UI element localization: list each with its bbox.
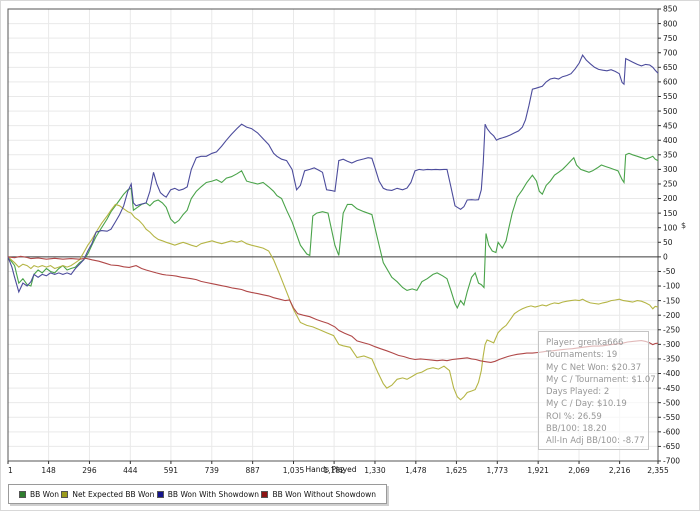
y-tick-label: 200	[663, 194, 678, 203]
info-line: BB/100: 18.20	[546, 424, 607, 435]
legend-label: BB Won Without Showdown	[272, 489, 376, 499]
y-tick-label: 650	[663, 63, 678, 72]
info-line: ROI %: 26.59	[546, 411, 602, 422]
y-tick-label: 150	[663, 209, 678, 218]
x-tick-label: 1	[8, 466, 13, 475]
y-tick-label: -50	[663, 267, 675, 276]
info-line: Tournaments: 19	[546, 350, 618, 361]
y-tick-label: -450	[663, 384, 680, 393]
x-tick-label: 444	[123, 466, 138, 475]
x-tick-label: 739	[205, 466, 220, 475]
x-tick-label: 2,216	[609, 466, 631, 475]
y-tick-label: -600	[663, 428, 680, 437]
y-tick-label: 700	[663, 48, 678, 57]
y-tick-label: 100	[663, 223, 678, 232]
y-tick-label: -250	[663, 325, 680, 334]
x-tick-label: 1,625	[446, 466, 468, 475]
y-tick-label: 250	[663, 180, 678, 189]
x-tick-label: 1,330	[364, 466, 386, 475]
y-tick-label: -400	[663, 369, 680, 378]
y-tick-label: 750	[663, 34, 678, 43]
y-tick-label: -700	[663, 457, 680, 466]
y-tick-label: -550	[663, 413, 680, 422]
legend-item-net-expected-bb-won: Net Expected BB Won	[61, 490, 154, 499]
x-axis-title: Hands Played	[305, 465, 357, 474]
x-tick-label: 296	[82, 466, 97, 475]
y-tick-label: 300	[663, 165, 678, 174]
info-line: All-In Adj BB/100: -8.77	[546, 436, 645, 447]
info-line: My C / Tournament: $1.07	[546, 374, 656, 385]
legend-item-bb-won: BB Won	[19, 490, 59, 499]
legend-item-bb-won-without-showdown: BB Won Without Showdown	[261, 490, 376, 499]
y-tick-label: 400	[663, 136, 678, 145]
x-tick-label: 1,773	[487, 466, 509, 475]
info-line: Player: grenka666	[546, 338, 624, 348]
legend-item-bb-won-with-showdown: BB Won With Showdown	[156, 489, 260, 499]
series-swatch-icon	[19, 490, 26, 498]
legend-box: BB Won Net Expected BB Won BB Won With Sho…	[8, 484, 387, 504]
y-tick-label: 800	[663, 19, 678, 28]
series-swatch-icon	[156, 490, 164, 498]
y-tick-label: -200	[663, 311, 680, 320]
y-axis-unit-label: $	[681, 221, 687, 230]
x-tick-label: 887	[245, 466, 260, 475]
info-line: My C / Day: $10.19	[546, 399, 627, 410]
x-tick-label: 1,182	[323, 466, 345, 475]
y-tick-label: 0	[663, 253, 668, 262]
plot-border	[7, 8, 659, 462]
stats-info-box: Player: grenka666 Tournaments: 19 My C Net…	[538, 331, 656, 450]
legend-label: BB Won With Showdown	[167, 489, 260, 499]
y-tick-label: -350	[663, 355, 680, 364]
y-tick-label: -650	[663, 442, 680, 451]
chart-canvas: 8508007507006506005505004504003503002502…	[7, 5, 680, 475]
y-tick-label: -150	[663, 296, 680, 305]
y-tick-label: -100	[663, 282, 680, 291]
x-tick-label: 2,355	[647, 466, 669, 475]
series-swatch-icon	[261, 490, 269, 498]
legend-label: Net Expected BB Won	[72, 489, 155, 499]
x-tick-label: 1,035	[283, 466, 305, 475]
series-line-bb-won-with-showdown	[7, 53, 659, 294]
y-tick-label: -500	[663, 398, 680, 407]
x-tick-label: 1,478	[405, 466, 427, 475]
y-tick-label: 550	[663, 92, 678, 101]
x-tick-label: 2,069	[568, 466, 590, 475]
y-tick-label: 850	[663, 5, 678, 14]
y-tick-label: 600	[663, 78, 678, 87]
y-tick-label: 350	[663, 151, 678, 160]
info-line: My C Net Won: $20.37	[546, 362, 642, 373]
y-tick-label: 50	[663, 238, 673, 247]
y-tick-label: 500	[663, 107, 678, 116]
x-tick-label: 148	[41, 466, 56, 475]
info-line: Days Played: 2	[546, 387, 610, 398]
x-tick-label: 1,921	[527, 466, 549, 475]
legend-label: BB Won	[30, 489, 59, 499]
y-tick-label: -300	[663, 340, 680, 349]
series-line-net-expected-bb-won	[7, 203, 659, 401]
y-tick-label: 450	[663, 121, 678, 130]
x-tick-label: 591	[164, 466, 179, 475]
series-swatch-icon	[61, 490, 69, 498]
